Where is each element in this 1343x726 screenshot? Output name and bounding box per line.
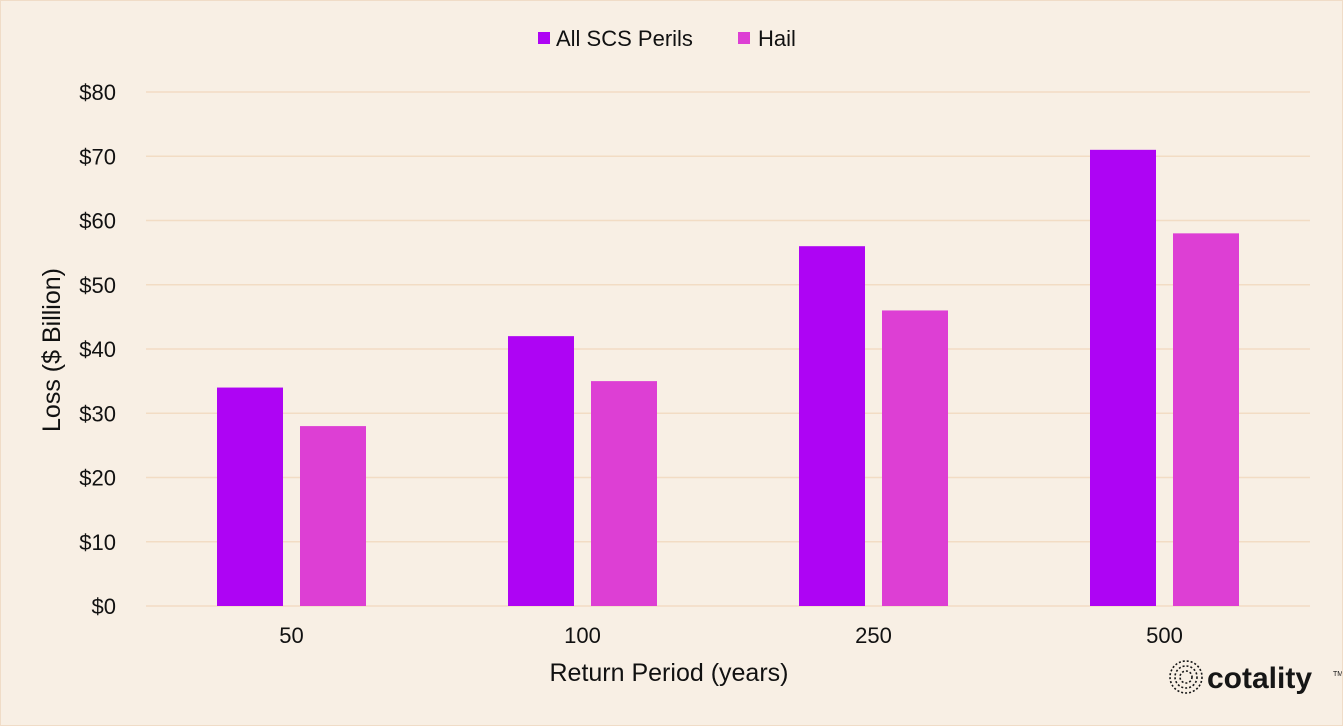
logo-trademark: TM: [1333, 671, 1343, 678]
y-tick-label: $70: [79, 144, 116, 169]
y-tick-label: $40: [79, 337, 116, 362]
y-axis-title: Loss ($ Billion): [38, 268, 66, 432]
x-axis-title: Return Period (years): [550, 659, 789, 687]
y-tick-label: $50: [79, 273, 116, 298]
cotality-logo: cotality TM: [1169, 660, 1343, 695]
y-tick-label: $60: [79, 209, 116, 234]
logo-wordmark: cotality: [1207, 662, 1312, 695]
bar-all-scs-perils-50: [217, 387, 283, 606]
chart-legend: All SCS Perils Hail: [538, 26, 796, 51]
bar-all-scs-perils-500: [1090, 149, 1156, 606]
legend-label-hail: Hail: [758, 26, 796, 51]
y-tick-label: $10: [79, 530, 116, 555]
legend-swatch-hail: [738, 32, 750, 44]
x-tick-label: 500: [1146, 623, 1183, 648]
bar-hail-250: [882, 310, 948, 606]
y-tick-label: $0: [92, 594, 116, 619]
bar-hail-500: [1173, 233, 1239, 606]
x-tick-label: 250: [855, 623, 892, 648]
legend-label-all-scs-perils: All SCS Perils: [556, 26, 693, 51]
bar-all-scs-perils-100: [508, 336, 574, 606]
bar-hail-100: [591, 381, 657, 606]
x-axis-tick-labels: 50 100 250 500: [279, 623, 1183, 648]
x-tick-label: 100: [564, 623, 601, 648]
y-tick-label: $30: [79, 401, 116, 426]
y-tick-label: $20: [79, 466, 116, 491]
y-tick-label: $80: [79, 80, 116, 105]
bars: [217, 149, 1239, 606]
x-tick-label: 50: [279, 623, 303, 648]
cotality-globe-icon: [1169, 660, 1203, 694]
legend-swatch-all-scs-perils: [538, 32, 550, 44]
bar-hail-50: [300, 426, 366, 606]
bar-all-scs-perils-250: [799, 246, 865, 606]
y-axis-tick-labels: $0 $10 $20 $30 $40 $50 $60 $70 $80: [79, 80, 116, 619]
